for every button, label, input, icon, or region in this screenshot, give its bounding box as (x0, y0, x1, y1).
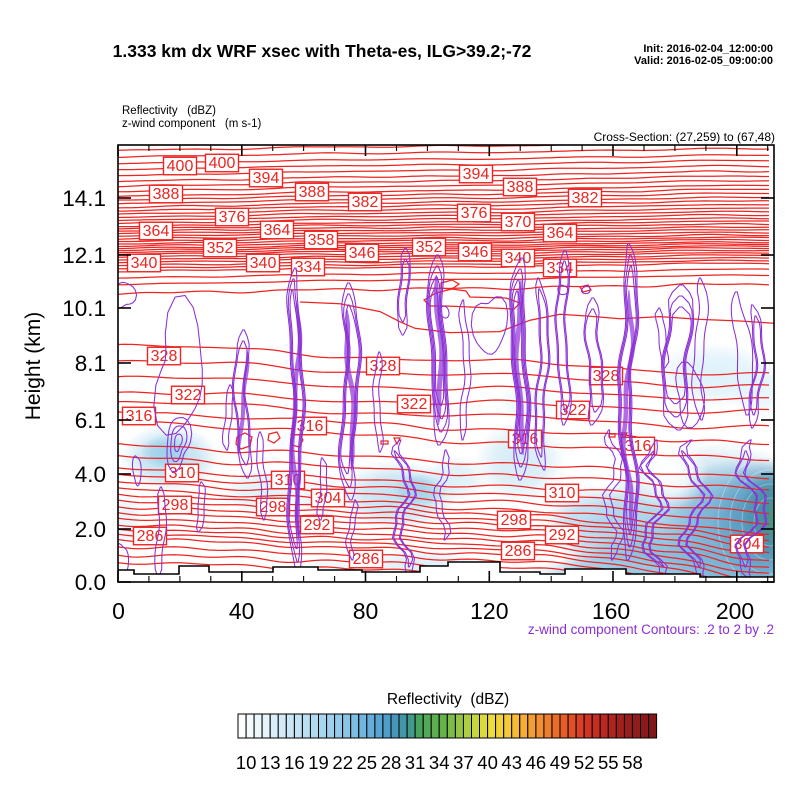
svg-text:310: 310 (549, 485, 576, 502)
svg-text:46: 46 (526, 752, 547, 773)
svg-text:120: 120 (470, 598, 508, 624)
svg-text:370: 370 (505, 214, 532, 231)
svg-text:160: 160 (592, 598, 630, 624)
svg-text:12.1: 12.1 (62, 243, 106, 268)
svg-text:310: 310 (169, 465, 196, 482)
svg-text:25: 25 (357, 752, 378, 773)
svg-text:4.0: 4.0 (75, 462, 106, 487)
svg-text:52: 52 (574, 752, 595, 773)
svg-text:340: 340 (250, 255, 277, 272)
svg-text:Cross-Section: (27,259) to (67: Cross-Section: (27,259) to (67,48) (594, 130, 775, 144)
svg-text:340: 340 (131, 255, 158, 272)
svg-text:Height (km): Height (km) (22, 312, 45, 421)
svg-text:34: 34 (429, 752, 450, 773)
svg-text:304: 304 (315, 490, 342, 507)
svg-text:328: 328 (593, 368, 620, 385)
svg-text:58: 58 (622, 752, 643, 773)
svg-text:388: 388 (299, 184, 326, 201)
svg-text:40: 40 (477, 752, 498, 773)
svg-text:13: 13 (260, 752, 281, 773)
svg-text:322: 322 (175, 387, 202, 404)
svg-text:298: 298 (260, 499, 287, 516)
svg-text:388: 388 (153, 186, 180, 203)
svg-text:340: 340 (505, 250, 532, 267)
svg-text:z-wind component Contours: .2: z-wind component Contours: .2 to 2 by .2 (528, 622, 774, 637)
svg-text:292: 292 (304, 517, 331, 534)
svg-text:376: 376 (219, 209, 246, 226)
svg-text:Valid: 2016-02-05_09:00:00: Valid: 2016-02-05_09:00:00 (634, 55, 773, 67)
svg-text:358: 358 (308, 232, 335, 249)
svg-text:37: 37 (453, 752, 474, 773)
svg-text:316: 316 (126, 408, 153, 425)
svg-text:19: 19 (308, 752, 329, 773)
svg-text:1.333 km dx WRF xsec with Thet: 1.333 km dx WRF xsec with Theta-es, ILG>… (113, 41, 532, 61)
svg-text:10.1: 10.1 (62, 296, 106, 321)
svg-text:376: 376 (461, 205, 488, 222)
svg-text:z-wind component (m s-1): z-wind component (m s-1) (122, 118, 261, 130)
svg-text:298: 298 (162, 497, 189, 514)
svg-text:400: 400 (209, 155, 236, 172)
svg-text:394: 394 (463, 166, 490, 183)
svg-text:328: 328 (370, 358, 397, 375)
svg-text:55: 55 (598, 752, 619, 773)
svg-text:364: 364 (143, 223, 170, 240)
svg-text:0.0: 0.0 (75, 570, 106, 595)
svg-text:292: 292 (549, 527, 576, 544)
svg-text:316: 316 (625, 438, 652, 455)
svg-text:49: 49 (550, 752, 571, 773)
svg-text:0: 0 (112, 598, 125, 624)
svg-text:364: 364 (264, 222, 291, 239)
svg-text:43: 43 (501, 752, 522, 773)
svg-text:14.1: 14.1 (62, 186, 106, 211)
svg-text:364: 364 (547, 225, 574, 242)
svg-text:334: 334 (295, 259, 322, 276)
svg-text:298: 298 (501, 512, 528, 529)
svg-text:286: 286 (353, 551, 380, 568)
svg-text:28: 28 (381, 752, 402, 773)
svg-text:382: 382 (572, 190, 599, 207)
svg-text:388: 388 (507, 179, 534, 196)
svg-text:22: 22 (332, 752, 353, 773)
svg-text:Reflectivity (dBZ): Reflectivity (dBZ) (122, 105, 216, 117)
svg-text:10: 10 (236, 752, 257, 773)
svg-text:400: 400 (167, 158, 194, 175)
svg-text:8.1: 8.1 (75, 351, 106, 376)
svg-text:394: 394 (253, 170, 280, 187)
svg-text:352: 352 (207, 240, 234, 257)
svg-text:200: 200 (716, 598, 754, 624)
svg-text:80: 80 (353, 598, 379, 624)
svg-text:322: 322 (560, 402, 587, 419)
svg-text:2.0: 2.0 (75, 517, 106, 542)
svg-text:346: 346 (462, 244, 489, 261)
svg-text:40: 40 (229, 598, 255, 624)
svg-text:322: 322 (401, 396, 428, 413)
svg-text:16: 16 (284, 752, 305, 773)
svg-text:Init: 2016-02-04_12:00:00: Init: 2016-02-04_12:00:00 (643, 43, 773, 55)
svg-text:31: 31 (405, 752, 426, 773)
svg-text:286: 286 (505, 543, 532, 560)
svg-text:352: 352 (416, 239, 443, 256)
svg-text:328: 328 (151, 348, 178, 365)
svg-text:6.1: 6.1 (75, 408, 106, 433)
svg-text:382: 382 (352, 194, 379, 211)
svg-text:346: 346 (349, 245, 376, 262)
svg-text:Reflectivity (dBZ): Reflectivity (dBZ) (387, 691, 509, 708)
